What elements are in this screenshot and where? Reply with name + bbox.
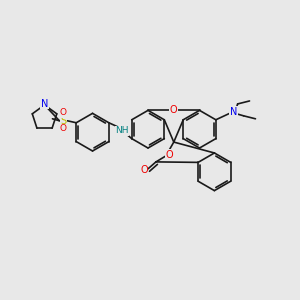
Text: N: N: [41, 99, 48, 109]
Text: O: O: [140, 165, 148, 175]
Text: N: N: [230, 107, 237, 117]
Text: NH: NH: [116, 126, 129, 135]
Text: O: O: [170, 105, 178, 116]
Text: S: S: [60, 116, 66, 126]
Text: O: O: [60, 124, 67, 133]
Text: O: O: [165, 150, 172, 160]
Text: O: O: [60, 108, 67, 117]
